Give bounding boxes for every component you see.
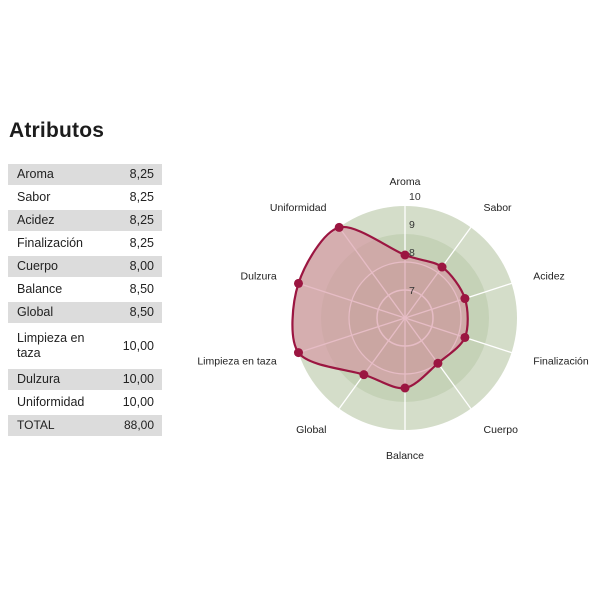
radar-point-dulzura — [293, 278, 303, 288]
table-row-cuerpo: Cuerpo 8,00 — [8, 256, 162, 277]
radar-axis-label: Aroma — [390, 176, 421, 188]
attribute-value: 8,00 — [114, 256, 162, 277]
radar-axis-label: Uniformidad — [270, 202, 327, 214]
radar-axis-label: Global — [296, 424, 326, 436]
table-row-limpieza: Limpieza en taza 10,00 — [8, 325, 162, 367]
attribute-value: 8,25 — [114, 210, 162, 231]
attribute-name: Sabor — [17, 190, 51, 204]
radar-point-uniformidad — [334, 222, 344, 232]
radar-point-finalización — [460, 332, 470, 342]
radar-axis-label: Finalización — [533, 355, 589, 367]
radar-tick-label: 10 — [409, 191, 421, 203]
attribute-value: 8,50 — [129, 282, 154, 296]
radar-point-balance — [400, 383, 410, 393]
attribute-value: 10,00 — [122, 338, 154, 353]
attributes-table: Aroma 8,25 Sabor 8,25 Acidez 8,25 Finali… — [8, 162, 162, 438]
table-row-uniformidad: Uniformidad 10,00 — [8, 392, 162, 413]
attribute-name: Global — [8, 302, 115, 323]
attribute-name: Acidez — [8, 210, 115, 231]
attribute-value: 8,25 — [114, 164, 162, 185]
radar-tick-label: 9 — [409, 219, 415, 231]
attribute-name: Finalización — [17, 236, 84, 250]
radar-tick-label: 8 — [409, 247, 415, 259]
radar-axis-label: Limpieza en taza — [197, 355, 277, 367]
table-row-total: TOTAL 88,00 — [8, 415, 162, 436]
radar-axis-label: Dulzura — [241, 271, 277, 283]
attribute-value: 8,25 — [129, 236, 154, 250]
attribute-name: Cuerpo — [8, 256, 115, 277]
table-row-aroma: Aroma 8,25 — [8, 164, 162, 185]
attribute-value: 10,00 — [114, 369, 162, 390]
attribute-value: 8,25 — [129, 190, 154, 204]
attribute-name: Dulzura — [8, 369, 115, 390]
attribute-name: Aroma — [8, 164, 115, 185]
table-row-balance: Balance 8,50 — [8, 279, 162, 300]
radar-point-global — [359, 370, 369, 380]
radar-axis-label: Cuerpo — [484, 424, 519, 436]
attribute-name: Limpieza en taza — [17, 331, 85, 360]
radar-point-acidez — [460, 294, 470, 304]
total-value: 88,00 — [114, 415, 162, 436]
attribute-name: Balance — [17, 282, 63, 296]
radar-point-sabor — [437, 262, 447, 272]
attribute-value: 8,50 — [114, 302, 162, 323]
table-row-finalizacion: Finalización 8,25 — [8, 233, 162, 254]
radar-tick-label: 7 — [409, 285, 415, 297]
radar-axis-label: Balance — [386, 450, 424, 462]
attributes-title: Atributos — [9, 119, 105, 142]
table-row-sabor: Sabor 8,25 — [8, 187, 162, 208]
radar-axis-label: Sabor — [484, 202, 513, 214]
attribute-name: Uniformidad — [17, 395, 85, 409]
table-row-dulzura: Dulzura 10,00 — [8, 369, 162, 390]
radar-axis-label: Acidez — [533, 271, 565, 283]
radar-point-aroma — [400, 250, 410, 260]
radar-point-cuerpo — [433, 358, 443, 368]
attribute-value: 10,00 — [122, 395, 154, 409]
radar-point-limpieza-en-taza — [293, 348, 303, 358]
total-label: TOTAL — [8, 415, 115, 436]
table-row-global: Global 8,50 — [8, 302, 162, 323]
table-row-acidez: Acidez 8,25 — [8, 210, 162, 231]
